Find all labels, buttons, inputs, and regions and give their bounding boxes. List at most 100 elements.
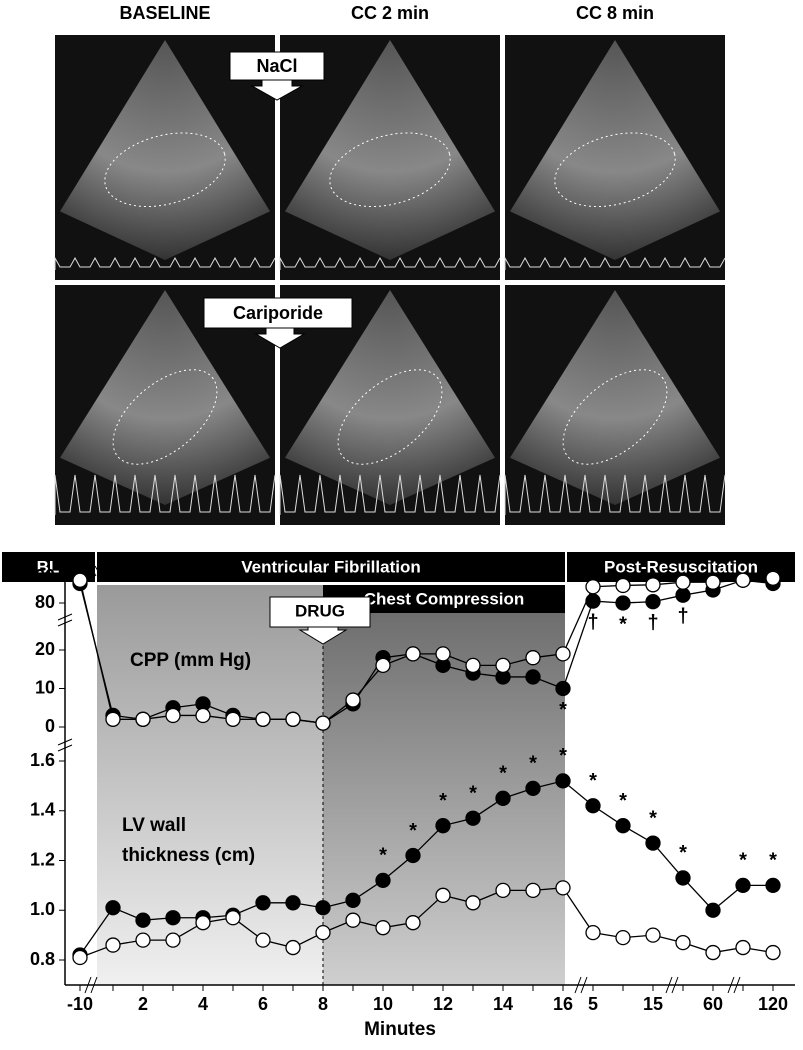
x-tick-label: -10 — [67, 994, 93, 1014]
ecg-trace — [54, 256, 276, 270]
ecg-trace — [279, 474, 501, 515]
x-tick-label: 8 — [318, 994, 328, 1014]
data-point — [435, 818, 451, 834]
x-tick-label: 5 — [588, 994, 598, 1014]
y-tick-label: 120 — [25, 566, 55, 586]
data-point — [765, 877, 781, 894]
y-axis-title: CPP (mm Hg) — [130, 650, 251, 671]
x-tick-label: 15 — [643, 994, 663, 1014]
data-point — [495, 790, 511, 806]
data-point — [525, 780, 541, 797]
data-point — [555, 880, 571, 896]
data-point — [705, 944, 721, 961]
data-point — [675, 587, 691, 603]
data-point — [405, 646, 421, 662]
data-point — [105, 937, 121, 953]
x-tick-label: 4 — [198, 994, 208, 1014]
ecg-trace — [504, 474, 726, 515]
data-point — [195, 707, 211, 724]
y-tick-label: 80 — [35, 592, 55, 612]
data-point — [405, 847, 421, 864]
significance-marker: * — [679, 842, 687, 864]
data-point — [285, 895, 301, 911]
arrow — [250, 79, 304, 101]
data-point — [315, 924, 331, 941]
data-point — [555, 773, 571, 789]
significance-marker: * — [439, 790, 447, 812]
data-point — [105, 900, 121, 916]
data-point — [285, 711, 301, 727]
echo-fan — [510, 290, 720, 505]
echo-panels — [54, 35, 726, 525]
drug-box — [269, 596, 371, 628]
data-point — [675, 574, 691, 590]
phase-label: Post-Resuscitation — [604, 557, 758, 576]
data-point — [555, 646, 571, 662]
echo-fan — [510, 40, 720, 260]
data-point — [675, 870, 691, 886]
ecg-trace — [279, 256, 501, 270]
y-tick-label: 20 — [35, 639, 55, 659]
significance-marker: * — [619, 790, 627, 812]
data-point — [345, 892, 361, 908]
significance-marker: * — [739, 850, 747, 872]
data-point — [525, 650, 541, 666]
data-point — [495, 657, 511, 674]
data-point — [675, 934, 691, 951]
significance-marker: * — [409, 820, 417, 842]
data-point — [435, 646, 451, 662]
data-point — [765, 944, 781, 961]
data-point — [705, 574, 721, 590]
arrow — [254, 327, 306, 349]
data-point — [225, 711, 241, 727]
column-title: CC 2 min — [351, 3, 429, 23]
phase-label: BL — [37, 557, 60, 576]
significance-marker: * — [559, 745, 567, 767]
row-label: Cariporide — [233, 303, 323, 323]
phase-label: Ventricular Fibrillation — [241, 557, 420, 576]
data-point — [585, 798, 601, 814]
data-point — [645, 927, 661, 943]
significance-marker: † — [587, 611, 598, 633]
data-point — [735, 939, 751, 956]
data-point — [255, 932, 271, 948]
data-point — [135, 912, 151, 928]
x-tick-label: 10 — [373, 994, 393, 1014]
data-point — [165, 707, 181, 724]
significance-marker: * — [649, 807, 657, 829]
data-point — [255, 711, 271, 727]
x-tick-label: 120 — [758, 994, 788, 1014]
data-point — [615, 818, 631, 834]
y-tick-label: 0 — [45, 716, 55, 736]
echo-fan — [285, 290, 495, 505]
echo-outline — [112, 369, 218, 465]
data-point — [465, 657, 481, 674]
arrow — [298, 626, 348, 645]
data-point — [615, 595, 631, 611]
data-point — [405, 915, 421, 931]
echo-outline — [329, 132, 451, 208]
data-point — [645, 835, 661, 851]
data-point — [525, 882, 541, 898]
data-point — [135, 711, 151, 727]
x-tick-label: 12 — [433, 994, 453, 1014]
data-point — [615, 577, 631, 594]
data-point — [285, 939, 301, 956]
significance-marker: * — [499, 763, 507, 785]
data-point — [135, 932, 151, 948]
data-point — [705, 902, 721, 918]
y-tick-label: 1.0 — [30, 899, 55, 919]
data-point — [465, 810, 481, 826]
x-axis-title: Minutes — [364, 1019, 436, 1040]
data-point — [375, 920, 391, 936]
label-box — [229, 51, 325, 81]
x-tick-label: 60 — [703, 994, 723, 1014]
data-point — [495, 882, 511, 898]
echo-outline — [562, 369, 668, 465]
data-point — [585, 579, 601, 595]
echo-fan — [60, 40, 270, 260]
data-point — [765, 570, 781, 586]
significance-marker: * — [769, 850, 777, 872]
data-point — [735, 877, 751, 894]
data-point — [375, 657, 391, 674]
